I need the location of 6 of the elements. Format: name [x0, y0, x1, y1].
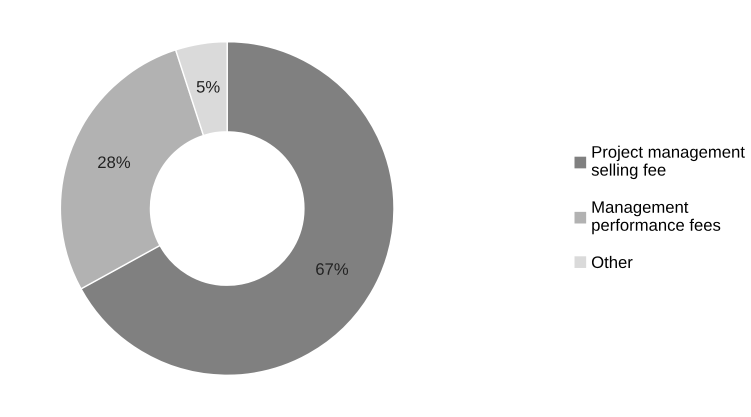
data-label: 28% — [98, 156, 130, 168]
legend-label: Management performance fees — [592, 201, 720, 234]
legend-label: Project management selling fee — [592, 146, 745, 180]
data-label: 67% — [316, 263, 348, 275]
data-label: 5% — [196, 80, 220, 93]
legend-label: Other — [592, 256, 633, 268]
